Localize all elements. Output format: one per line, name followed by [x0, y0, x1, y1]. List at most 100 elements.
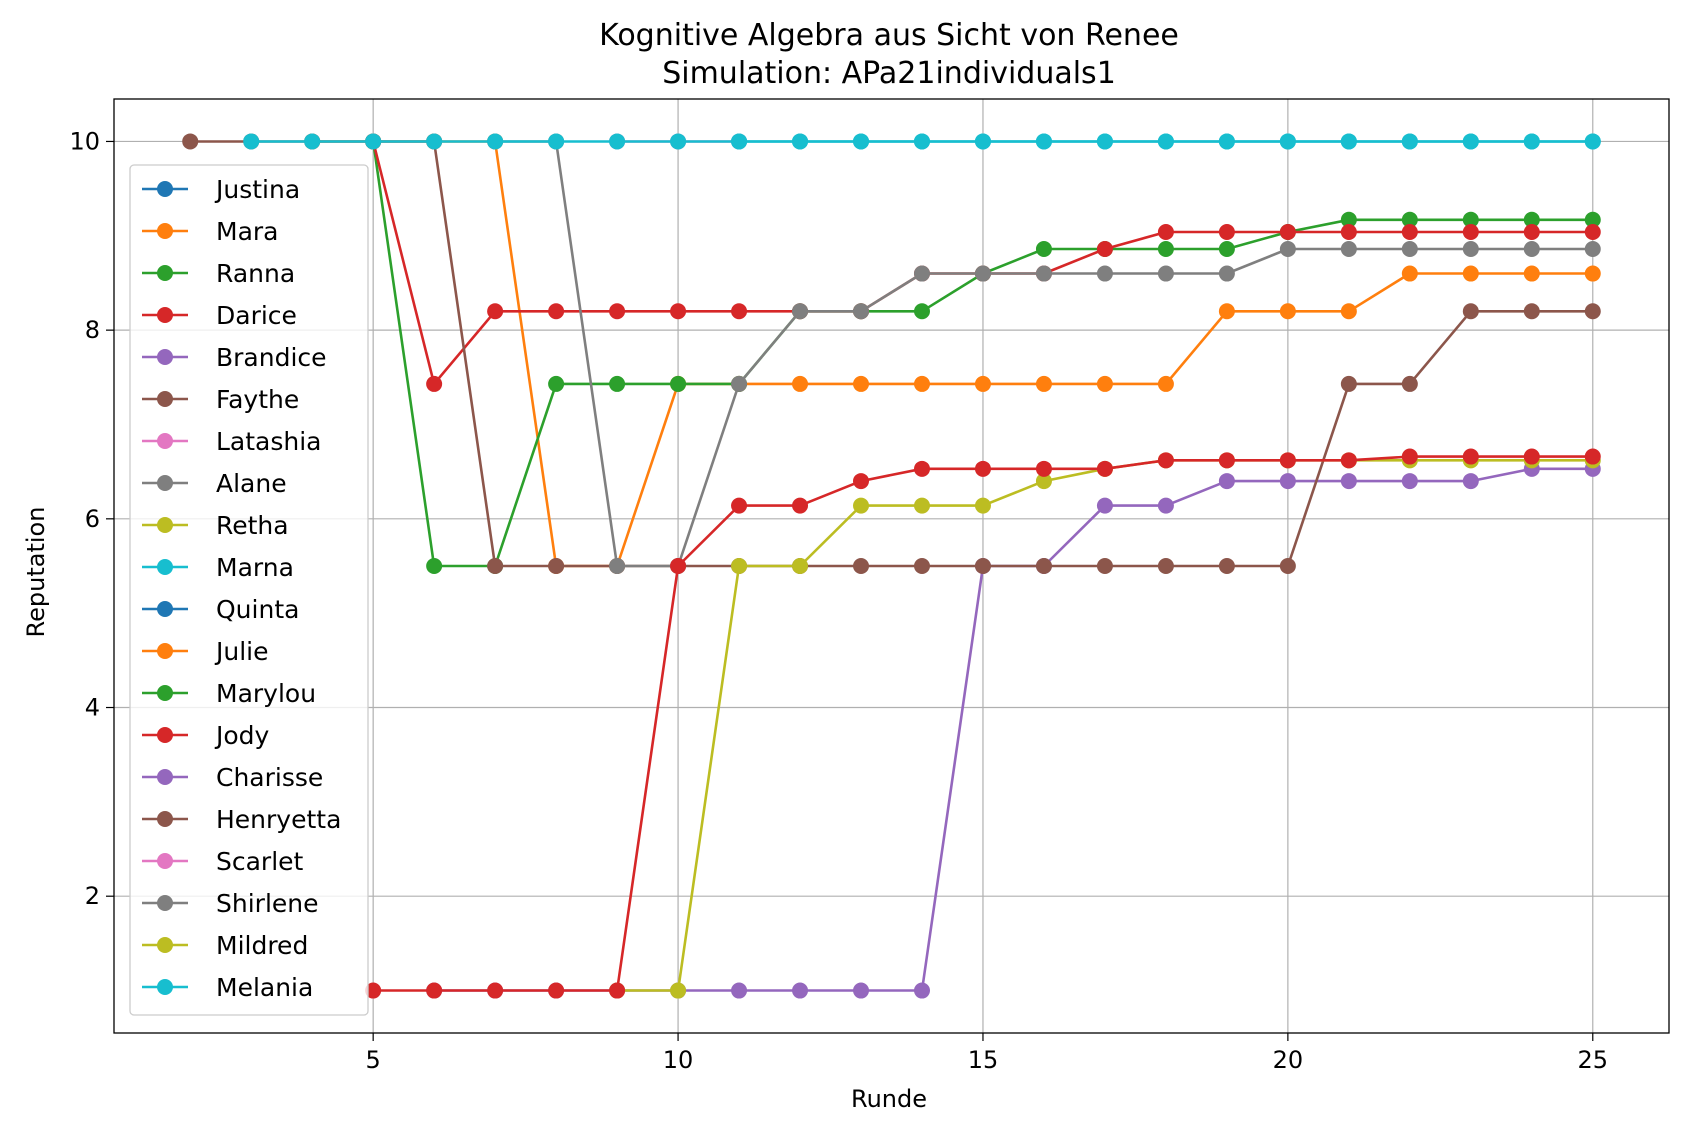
- data-point-melania: [1523, 133, 1540, 150]
- data-point-melania: [792, 133, 809, 150]
- legend-label: Scarlet: [216, 847, 304, 876]
- data-point-marna: [670, 133, 687, 150]
- data-point-mara: [1462, 265, 1479, 282]
- data-point-melania: [913, 133, 930, 150]
- data-point-mara: [1340, 303, 1357, 320]
- data-point-marna: [426, 133, 443, 150]
- x-tick-label: 20: [1273, 1046, 1304, 1074]
- series-melania: [731, 133, 1601, 150]
- data-point-melania: [853, 133, 870, 150]
- data-point-brandice: [1279, 473, 1296, 490]
- data-point-jody: [974, 460, 991, 477]
- data-point-faythe: [182, 133, 199, 150]
- data-point-ranna: [1035, 241, 1052, 258]
- legend-label: Retha: [216, 511, 289, 540]
- data-point-brandice: [853, 982, 870, 999]
- x-tick-label: 5: [366, 1046, 381, 1074]
- legend-label: Charisse: [216, 763, 323, 792]
- legend-swatch-marker: [157, 517, 173, 533]
- legend-box: [129, 164, 369, 1016]
- legend-item: Melania: [142, 973, 313, 1002]
- series-line-alane: [495, 140, 1593, 568]
- legend-label: Shirlene: [216, 889, 319, 918]
- legend-swatch-marker: [157, 853, 173, 869]
- data-point-faythe: [1401, 375, 1418, 392]
- data-point-retha: [670, 982, 687, 999]
- x-axis-label: Runde: [851, 1085, 927, 1113]
- data-point-faythe: [1279, 558, 1296, 574]
- data-point-ranna: [548, 375, 565, 392]
- legend-swatch-marker: [157, 979, 173, 995]
- series-mara: [304, 133, 1601, 574]
- data-point-alane: [1584, 241, 1601, 258]
- x-tick-label: 25: [1578, 1046, 1609, 1074]
- data-point-jody: [853, 473, 870, 490]
- legend-item: Scarlet: [142, 847, 304, 876]
- data-point-faythe: [1584, 303, 1601, 320]
- data-point-marna: [365, 133, 382, 150]
- legend-swatch-marker: [157, 937, 173, 953]
- data-point-mara: [792, 375, 809, 392]
- data-point-jody: [670, 558, 687, 574]
- data-point-marna: [609, 133, 626, 150]
- data-point-mara: [1096, 375, 1113, 392]
- data-point-ranna: [1523, 211, 1540, 228]
- legend-swatch-marker: [157, 223, 173, 239]
- data-point-darice: [1157, 224, 1174, 241]
- data-point-faythe: [974, 558, 991, 574]
- data-point-jody: [1279, 452, 1296, 469]
- data-point-jody: [1218, 452, 1235, 469]
- data-point-retha: [1035, 473, 1052, 490]
- legend-swatch-marker: [157, 475, 173, 491]
- data-point-brandice: [1157, 497, 1174, 514]
- legend-swatch-marker: [157, 307, 173, 323]
- data-point-marna: [243, 133, 260, 150]
- legend-label: Ranna: [216, 259, 295, 288]
- data-point-ranna: [609, 375, 626, 392]
- data-point-ranna: [913, 303, 930, 320]
- data-point-darice: [426, 375, 443, 392]
- y-tick-label: 4: [85, 694, 100, 722]
- legend-item: Shirlene: [142, 889, 319, 918]
- chart-subtitle: Simulation: APa21individuals1: [662, 56, 1116, 91]
- data-point-darice: [1462, 224, 1479, 241]
- data-point-jody: [1401, 448, 1418, 465]
- series-line-faythe: [190, 140, 1593, 568]
- data-point-darice: [1523, 224, 1540, 241]
- data-point-marna: [487, 133, 504, 150]
- data-point-marna: [548, 133, 565, 150]
- legend-item: Latashia: [142, 427, 322, 456]
- data-point-faythe: [1035, 558, 1052, 574]
- data-point-faythe: [1340, 375, 1357, 392]
- data-point-melania: [1584, 133, 1601, 150]
- data-point-ranna: [1218, 241, 1235, 258]
- legend-label: Henryetta: [216, 805, 341, 834]
- data-point-brandice: [1401, 473, 1418, 490]
- legend-item: Brandice: [142, 343, 327, 372]
- legend: Justina Mara Ranna Darice Brandice Faythe Lata…: [129, 164, 369, 1016]
- ticks: 5 10 15 20 25 2 4 6 8 10: [69, 127, 1608, 1074]
- data-point-darice: [548, 303, 565, 320]
- data-point-melania: [1279, 133, 1296, 150]
- legend-item: Marna: [142, 553, 294, 582]
- data-point-ranna: [670, 375, 687, 392]
- legend-label: Darice: [216, 301, 297, 330]
- data-point-alane: [1340, 241, 1357, 258]
- chart-title: Kognitive Algebra aus Sicht von Renee: [599, 18, 1179, 53]
- data-point-ranna: [1401, 211, 1418, 228]
- data-point-marna: [304, 133, 321, 150]
- data-point-melania: [1218, 133, 1235, 150]
- series-line-mara: [312, 140, 1593, 568]
- legend-label: Mara: [216, 217, 279, 246]
- legend-label: Jody: [214, 721, 270, 750]
- data-point-mara: [1157, 375, 1174, 392]
- y-tick-label: 6: [85, 505, 100, 533]
- data-point-darice: [1401, 224, 1418, 241]
- legend-swatch-marker: [157, 727, 173, 743]
- data-point-faythe: [1523, 303, 1540, 320]
- legend-item: Julie: [142, 637, 269, 666]
- data-point-faythe: [913, 558, 930, 574]
- legend-swatch-marker: [157, 181, 173, 197]
- legend-label: Quinta: [216, 595, 299, 624]
